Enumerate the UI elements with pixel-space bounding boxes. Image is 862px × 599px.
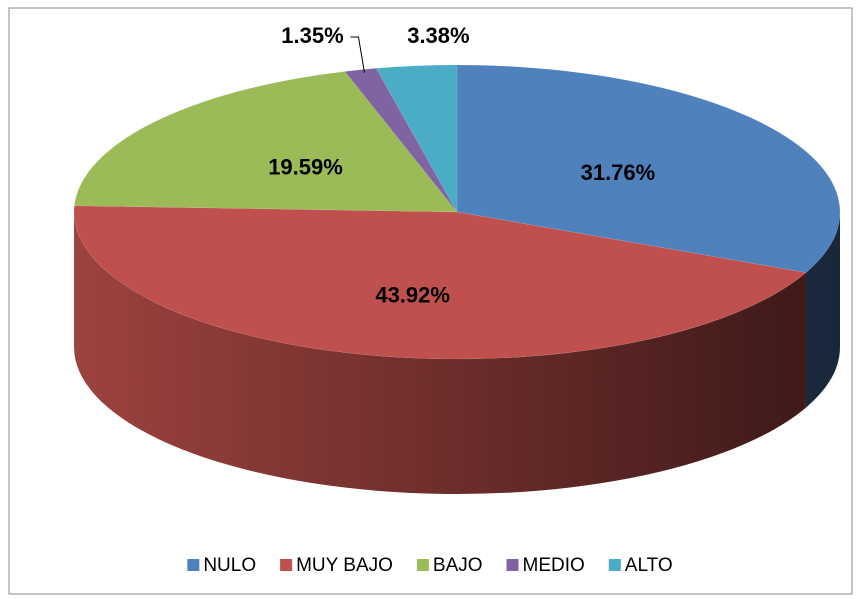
leader-line	[350, 36, 365, 73]
legend-label: BAJO	[433, 555, 483, 576]
legend-label: ALTO	[625, 555, 673, 576]
slice	[375, 64, 458, 213]
slice	[456, 64, 841, 273]
data-label: 1.35%	[281, 23, 343, 48]
slice-side	[74, 212, 806, 494]
legend-swatch	[506, 559, 519, 571]
data-label: 43.92%	[375, 282, 450, 307]
data-label: 31.76%	[581, 160, 656, 185]
data-label: 3.38%	[407, 23, 469, 48]
slice	[344, 68, 458, 213]
slice	[73, 205, 807, 360]
legend-swatch	[280, 559, 293, 571]
legend-swatch	[187, 559, 200, 571]
slice-side	[805, 212, 840, 408]
legend-swatch	[416, 559, 429, 571]
legend-label: MEDIO	[523, 555, 585, 576]
slice	[74, 71, 458, 213]
data-label: 19.59%	[268, 154, 343, 179]
legend-label: MUY BAJO	[296, 555, 393, 576]
legend-label: NULO	[203, 555, 256, 576]
legend-swatch	[608, 559, 621, 571]
